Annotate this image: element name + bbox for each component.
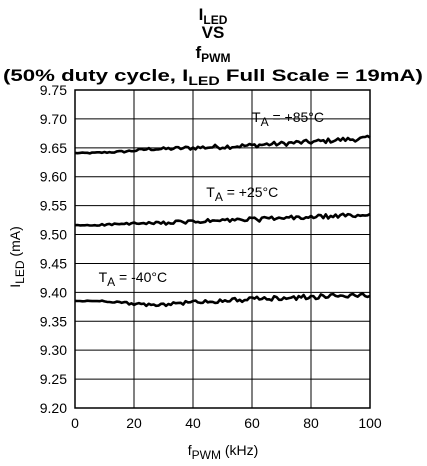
y-tick-labels: 9.20 9.25 9.30 9.35 9.40 9.45 9.50 9.55 9.60 9.65… [40,82,67,416]
x-tick-label: 80 [303,415,319,431]
y-tick-label: 9.50 [40,227,67,243]
plot-frame [74,89,371,409]
chart-title-line2: VS [202,23,225,42]
y-tick-label: 9.45 [40,255,67,271]
x-axis-label: fPWM (kHz) [188,442,259,462]
x-tick-labels: 0 20 40 60 80 100 [71,415,382,431]
x-tick-label: 20 [126,415,142,431]
y-tick-label: 9.40 [40,284,67,300]
chart-title-line3: fPWM [196,43,231,65]
y-tick-label: 9.70 [40,111,67,127]
series-line [74,134,371,155]
series-label: TA = +25°C [206,184,278,204]
x-tick-label: 0 [71,415,79,431]
chart-title-line4: (50% duty cycle, I LED Full Scale = 19mA) [3,66,423,88]
series-labels: TA = +85°C TA = +25°C TA = -40°C [99,109,324,289]
series-label: TA = -40°C [99,269,167,289]
y-tick-label: 9.30 [40,342,67,358]
y-tick-label: 9.25 [40,371,67,387]
x-tick-label: 40 [185,415,201,431]
y-tick-label: 9.75 [40,82,67,98]
y-tick-label: 9.65 [40,140,67,156]
y-tick-label: 9.20 [40,400,67,416]
y-tick-label: 9.35 [40,313,67,329]
y-tick-label: 9.60 [40,169,67,185]
grid [74,89,371,409]
y-axis-label: ILED (mA) [7,226,27,287]
series-line [74,292,371,308]
series-label: TA = +85°C [252,109,324,129]
x-tick-label: 100 [358,415,382,431]
series-line [74,212,371,227]
y-tick-label: 9.55 [40,198,67,214]
chart-title-line1: ILED [199,5,228,27]
x-tick-label: 60 [244,415,260,431]
series-group [74,134,371,308]
